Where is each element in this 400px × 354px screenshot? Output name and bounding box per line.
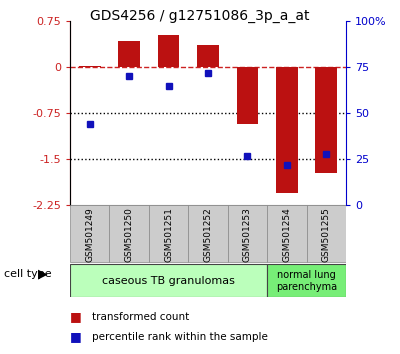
Bar (118, 41, 140, 67)
Bar (70, 264, 267, 297)
Bar (149, 205, 188, 262)
Text: normal lung
parenchyma: normal lung parenchyma (276, 270, 337, 292)
Text: GSM501253: GSM501253 (243, 207, 252, 262)
Text: GSM501255: GSM501255 (322, 207, 331, 262)
Bar (228, 205, 267, 262)
Bar (79, 66, 100, 67)
Bar (236, 67, 258, 124)
Bar (306, 205, 346, 262)
Bar (316, 67, 337, 173)
Text: ■: ■ (70, 331, 82, 343)
Text: GSM501249: GSM501249 (85, 207, 94, 262)
Bar (188, 205, 228, 262)
Bar (267, 205, 306, 262)
Bar (70, 205, 110, 262)
Text: percentile rank within the sample: percentile rank within the sample (92, 332, 268, 342)
Text: GSM501254: GSM501254 (282, 207, 291, 262)
Text: cell type: cell type (4, 269, 52, 279)
Text: GDS4256 / g12751086_3p_a_at: GDS4256 / g12751086_3p_a_at (90, 9, 310, 23)
Bar (158, 35, 180, 67)
Text: GSM501252: GSM501252 (204, 207, 212, 262)
Text: GSM501251: GSM501251 (164, 207, 173, 262)
Bar (267, 264, 346, 297)
Text: ■: ■ (70, 310, 82, 323)
Text: transformed count: transformed count (92, 312, 189, 322)
Bar (197, 45, 219, 67)
Bar (276, 67, 298, 193)
Text: caseous TB granulomas: caseous TB granulomas (102, 276, 235, 286)
Text: ▶: ▶ (38, 268, 48, 281)
Text: GSM501250: GSM501250 (125, 207, 134, 262)
Bar (110, 205, 149, 262)
